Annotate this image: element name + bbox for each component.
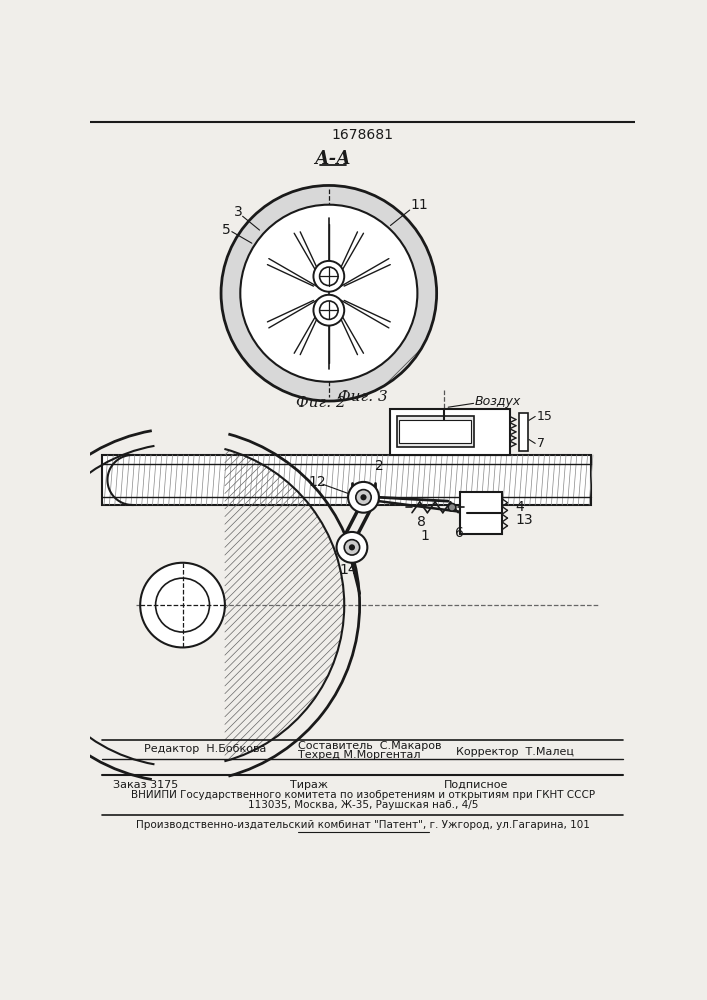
Text: Подписное: Подписное [444, 780, 509, 790]
Text: 14: 14 [339, 563, 357, 577]
Text: А-А: А-А [315, 149, 351, 167]
Text: 15: 15 [537, 410, 553, 423]
Text: 13: 13 [515, 513, 533, 527]
Bar [102, 455, 590, 505]
Circle shape [313, 295, 344, 326]
Text: 8: 8 [417, 515, 426, 529]
Circle shape [356, 490, 371, 505]
Text: 5: 5 [222, 223, 230, 237]
Text: Тираж: Тираж [291, 780, 328, 790]
Text: 11: 11 [411, 198, 428, 212]
Text: Фиг. 3: Фиг. 3 [338, 390, 387, 404]
Circle shape [140, 563, 225, 647]
Circle shape [348, 482, 379, 513]
Circle shape [344, 540, 360, 555]
Text: Воздух: Воздух [475, 395, 521, 408]
Text: 1678681: 1678681 [332, 128, 394, 142]
Circle shape [448, 503, 456, 511]
Bar [519, 413, 528, 451]
Circle shape [349, 544, 355, 550]
Text: 7: 7 [537, 437, 544, 450]
Text: 113035, Москва, Ж-35, Раушская наб., 4/5: 113035, Москва, Ж-35, Раушская наб., 4/5 [247, 800, 478, 810]
Circle shape [221, 185, 437, 401]
Text: Фиг. 2: Фиг. 2 [296, 396, 346, 410]
Text: Корректор  Т.Малец: Корректор Т.Малец [456, 747, 574, 757]
Circle shape [361, 494, 366, 500]
Text: 6: 6 [455, 526, 464, 540]
Text: Составитель  С.Макаров: Составитель С.Макаров [298, 741, 442, 751]
Circle shape [320, 301, 338, 319]
Text: 12: 12 [308, 475, 326, 489]
Circle shape [240, 205, 417, 382]
Text: Техред М.Моргентал: Техред М.Моргентал [298, 750, 421, 760]
Text: Заказ 3175: Заказ 3175 [113, 780, 178, 790]
Circle shape [337, 532, 368, 563]
Circle shape [320, 267, 338, 286]
Bar [397, 416, 474, 447]
Bar [460, 492, 502, 534]
Bar [390, 409, 510, 455]
Text: 1: 1 [421, 529, 430, 543]
Bar [399, 420, 472, 443]
Text: 3: 3 [233, 205, 243, 219]
Circle shape [156, 578, 209, 632]
Circle shape [313, 261, 344, 292]
Text: 2: 2 [375, 460, 383, 474]
Text: Редактор  Н.Бобкова: Редактор Н.Бобкова [144, 744, 267, 754]
Text: Производственно-издательский комбинат "Патент", г. Ужгород, ул.Гагарина, 101: Производственно-издательский комбинат "П… [136, 820, 590, 830]
Text: 4: 4 [515, 500, 524, 514]
Text: ВНИИПИ Государственного комитета по изобретениям и открытиям при ГКНТ СССР: ВНИИПИ Государственного комитета по изоб… [131, 790, 595, 800]
